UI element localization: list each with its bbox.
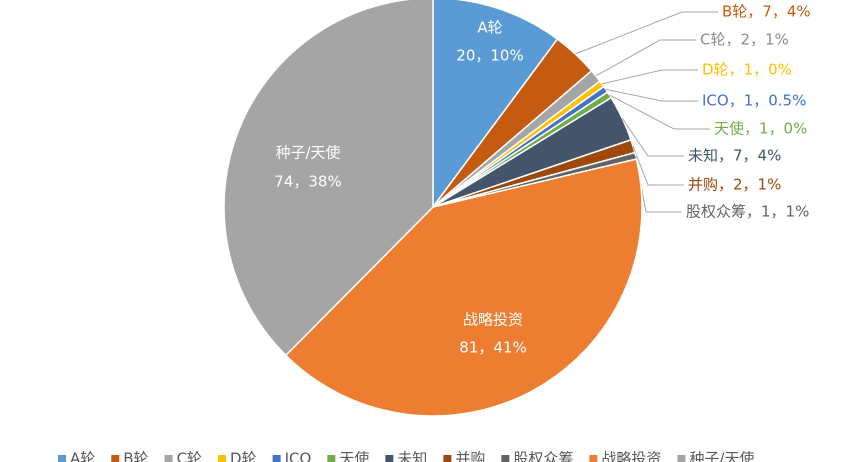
slice-label: 战略投资	[463, 311, 523, 329]
slice-value-label: D轮，1，0%	[702, 61, 792, 79]
legend-label: 股权众筹	[513, 450, 573, 462]
legend-swatch	[58, 455, 66, 462]
leader-line	[609, 94, 710, 130]
legend-swatch	[385, 455, 394, 462]
legend-label: D轮	[230, 450, 257, 462]
legend-swatch	[443, 455, 452, 462]
legend-swatch	[272, 455, 281, 462]
legend-swatch	[677, 455, 686, 462]
slice-value-label: B轮，7，4%	[722, 3, 811, 21]
leader-line	[605, 88, 698, 102]
legend-label: 未知	[397, 450, 427, 462]
pie-slice	[223, 0, 434, 357]
legend-label: B轮	[123, 450, 148, 462]
slice-value-label: ICO，1，0.5%	[702, 92, 806, 110]
legend-label: C轮	[177, 450, 202, 462]
slice-label: 种子/天使	[275, 144, 340, 162]
legend-swatch	[111, 455, 120, 462]
slice-value-label: 未知，7，4%	[688, 147, 781, 165]
legend-swatch	[589, 455, 598, 462]
slice-value-label: 股权众筹，1，1%	[686, 203, 809, 221]
legend-label: A轮	[70, 450, 95, 462]
legend-label: 种子/天使	[689, 450, 754, 462]
legend-swatch	[501, 455, 510, 462]
leader-line	[632, 146, 684, 186]
leader-line	[621, 117, 684, 157]
leader-line	[575, 11, 718, 55]
legend-swatch	[164, 455, 173, 462]
legend-swatch	[327, 455, 336, 462]
slice-value-label: 74，38%	[274, 173, 341, 191]
legend-label: 并购	[455, 450, 485, 462]
leader-line	[595, 39, 696, 77]
legend-label: 战略投资	[601, 450, 661, 462]
pie-slice	[284, 158, 643, 417]
slice-value-label: C轮，2，1%	[700, 31, 789, 49]
slice-value-label: 天使，1，0%	[714, 120, 807, 138]
slice-value-label: 81，41%	[459, 339, 526, 357]
slice-value-label: 并购，2，1%	[688, 176, 781, 194]
leader-line	[601, 69, 698, 85]
legend-label: 天使	[339, 450, 369, 462]
pie-slice	[432, 0, 559, 210]
legend-swatch	[218, 455, 227, 462]
slice-label: A轮	[477, 19, 502, 37]
slice-value-label: 20，10%	[456, 47, 523, 65]
legend-label: ICO	[285, 450, 312, 462]
